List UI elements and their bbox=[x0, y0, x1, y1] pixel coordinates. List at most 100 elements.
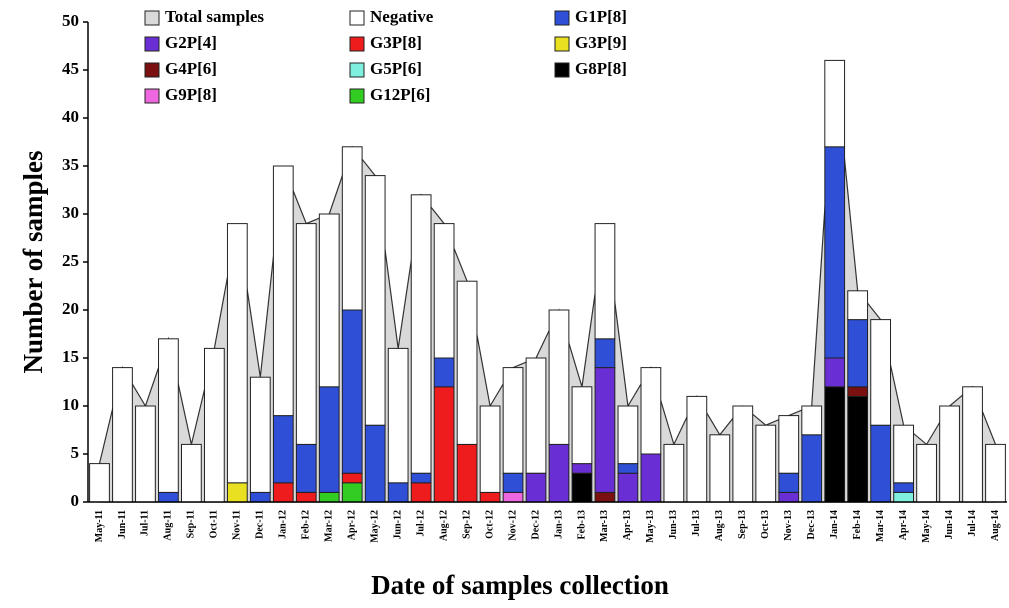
bar-segment bbox=[847, 395, 869, 503]
bar-segment bbox=[709, 434, 731, 503]
bar-segment bbox=[732, 405, 754, 503]
y-tick-label: 35 bbox=[62, 155, 79, 174]
bar-segment bbox=[502, 491, 524, 503]
bar-segment bbox=[341, 482, 363, 503]
bar-segment bbox=[755, 424, 777, 503]
legend-label: G9P[8] bbox=[165, 85, 217, 104]
bar-segment bbox=[870, 424, 892, 503]
x-tick-label: Dec-11 bbox=[255, 510, 266, 539]
y-tick-label: 20 bbox=[62, 299, 79, 318]
bar-segment bbox=[571, 463, 593, 474]
bar-segment bbox=[410, 482, 432, 503]
x-tick-label: Jul-14 bbox=[967, 510, 978, 537]
x-tick-label: Jul-11 bbox=[140, 510, 151, 536]
bar-segment bbox=[594, 491, 616, 503]
legend-swatch bbox=[554, 62, 570, 78]
x-tick-label: Mar-13 bbox=[599, 510, 610, 542]
bar-segment bbox=[433, 223, 455, 359]
bar-segment bbox=[295, 491, 317, 503]
bar-segment bbox=[548, 443, 570, 503]
x-tick-label: Nov-13 bbox=[783, 510, 794, 541]
bar-segment bbox=[847, 386, 869, 397]
bar-segment bbox=[985, 443, 1006, 503]
legend-label: G1P[8] bbox=[575, 7, 627, 26]
legend-label: Total samples bbox=[165, 7, 264, 26]
x-tick-label: May-13 bbox=[645, 510, 656, 543]
x-tick-label: May-14 bbox=[921, 510, 932, 543]
bar-segment bbox=[640, 367, 662, 455]
x-tick-label: May-11 bbox=[94, 510, 105, 542]
x-tick-label: Jun-11 bbox=[117, 510, 128, 539]
bar-segment bbox=[410, 194, 432, 474]
bar-segment bbox=[387, 347, 409, 484]
bar-segment bbox=[158, 338, 179, 493]
legend-label: G2P[4] bbox=[165, 33, 217, 52]
bar-segment bbox=[525, 472, 547, 503]
bar-segment bbox=[456, 280, 478, 445]
y-tick-label: 45 bbox=[62, 59, 79, 78]
bar-segment bbox=[502, 367, 524, 474]
bar-segment bbox=[778, 415, 800, 474]
bar-segment bbox=[341, 472, 363, 484]
bar-segment bbox=[594, 338, 616, 369]
bar-segment bbox=[548, 309, 570, 445]
legend-swatch bbox=[349, 62, 365, 78]
bar-segment bbox=[318, 491, 340, 503]
bar-segment bbox=[824, 386, 846, 503]
bar-segment bbox=[479, 405, 501, 493]
x-tick-label: Jan-12 bbox=[278, 510, 289, 539]
legend-swatch bbox=[349, 10, 365, 26]
bar-segment bbox=[801, 405, 823, 436]
bar-segment bbox=[479, 491, 501, 503]
bar-segment bbox=[387, 482, 409, 503]
bar-segment bbox=[571, 472, 593, 503]
legend-label: G4P[6] bbox=[165, 59, 217, 78]
bar-segment bbox=[364, 175, 386, 426]
bar-segment bbox=[916, 443, 937, 503]
y-tick-label: 30 bbox=[62, 203, 79, 222]
x-tick-label: Mar-14 bbox=[875, 510, 886, 542]
x-tick-label: Dec-12 bbox=[530, 510, 541, 539]
legend-label: Negative bbox=[370, 7, 434, 26]
legend-swatch bbox=[144, 62, 160, 78]
y-tick-label: 0 bbox=[71, 491, 80, 510]
bar-segment bbox=[870, 319, 892, 426]
x-tick-label: Jun-14 bbox=[944, 510, 955, 539]
x-tick-label: Feb-12 bbox=[301, 510, 312, 539]
bar-segment bbox=[939, 405, 960, 503]
bar-segment bbox=[456, 443, 478, 503]
bar-segment bbox=[847, 319, 869, 388]
x-tick-label: Mar-12 bbox=[324, 510, 335, 542]
y-tick-label: 25 bbox=[62, 251, 79, 270]
x-tick-label: Aug-13 bbox=[714, 510, 725, 541]
x-tick-label: Aug-11 bbox=[163, 510, 174, 541]
x-tick-label: Feb-14 bbox=[852, 510, 863, 539]
x-tick-label: Feb-13 bbox=[576, 510, 587, 539]
bar-segment bbox=[158, 491, 179, 503]
legend-swatch bbox=[144, 10, 160, 26]
x-tick-label: Oct-11 bbox=[209, 510, 220, 538]
bar-segment bbox=[778, 491, 800, 503]
bar-segment bbox=[801, 434, 823, 503]
y-tick-label: 40 bbox=[62, 107, 79, 126]
x-tick-label: Nov-11 bbox=[232, 510, 243, 540]
bar-segment bbox=[341, 309, 363, 474]
x-tick-label: Jan-13 bbox=[553, 510, 564, 539]
bar-segment bbox=[778, 472, 800, 493]
x-tick-label: Jun-13 bbox=[668, 510, 679, 539]
x-tick-label: Jan-14 bbox=[829, 510, 840, 539]
bar-segment bbox=[272, 165, 294, 417]
bar-segment bbox=[318, 213, 340, 388]
bar-segment bbox=[893, 482, 914, 493]
legend-label: G3P[9] bbox=[575, 33, 627, 52]
x-tick-label: Apr-13 bbox=[622, 510, 633, 540]
bar-segment bbox=[571, 386, 593, 465]
bar-segment bbox=[824, 357, 846, 388]
y-tick-label: 5 bbox=[71, 443, 80, 462]
x-tick-label: Nov-12 bbox=[507, 510, 518, 541]
x-tick-label: Aug-12 bbox=[438, 510, 449, 541]
bar-segment bbox=[617, 405, 639, 465]
x-tick-label: Sep-13 bbox=[737, 510, 748, 539]
x-tick-label: Oct-13 bbox=[760, 510, 771, 539]
